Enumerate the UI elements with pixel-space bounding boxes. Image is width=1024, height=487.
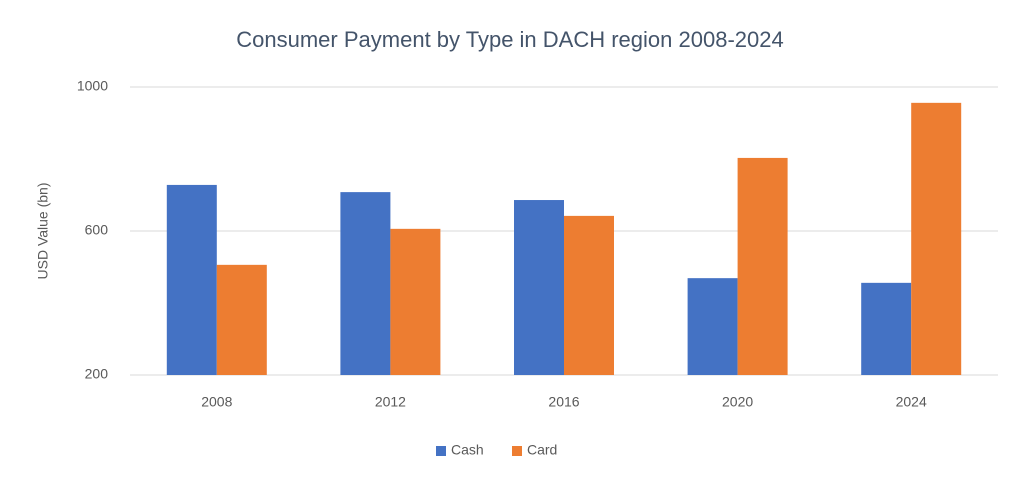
bar [216, 264, 267, 375]
legend-label: Cash [451, 442, 484, 458]
x-tick-label: 2024 [896, 394, 927, 410]
bar [737, 157, 788, 375]
bar [687, 278, 738, 375]
bar [861, 282, 912, 375]
y-tick-label: 200 [85, 366, 109, 382]
bar [564, 215, 614, 375]
bar [390, 228, 441, 375]
chart-title: Consumer Payment by Type in DACH region … [236, 27, 783, 52]
x-tick-label: 2008 [201, 394, 232, 410]
x-tick-label: 2016 [548, 394, 579, 410]
bar [911, 102, 962, 375]
legend-swatch [436, 446, 446, 456]
bar [340, 192, 391, 375]
bar [166, 184, 217, 375]
y-tick-label: 1000 [77, 78, 108, 94]
legend-swatch [512, 446, 522, 456]
legend-label: Card [527, 442, 557, 458]
y-tick-label: 600 [85, 222, 109, 238]
x-tick-label: 2012 [375, 394, 406, 410]
x-tick-label: 2020 [722, 394, 753, 410]
y-axis-label: USD Value (bn) [35, 182, 51, 279]
bar [514, 200, 564, 375]
